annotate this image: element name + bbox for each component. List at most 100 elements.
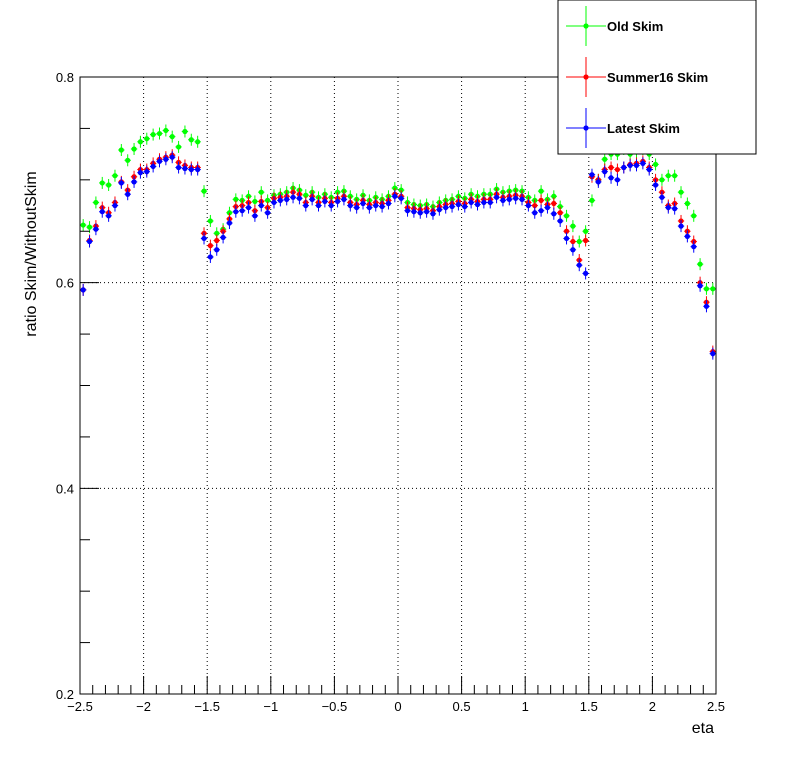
data-point — [93, 226, 99, 232]
data-point — [449, 203, 455, 210]
data-point — [112, 202, 118, 209]
data-point — [525, 202, 531, 209]
data-point — [322, 198, 328, 205]
data-point — [583, 270, 589, 277]
data-point — [233, 209, 239, 215]
data-point — [106, 182, 112, 188]
data-point — [481, 199, 487, 206]
data-point — [678, 189, 684, 195]
data-point — [118, 147, 124, 153]
legend-marker-dot — [583, 23, 589, 29]
legend-label: Old Skim — [607, 19, 663, 34]
data-point — [710, 351, 716, 357]
x-tick-label: 0.5 — [453, 699, 471, 714]
data-point — [519, 196, 525, 202]
data-point — [245, 193, 252, 199]
data-point — [80, 287, 86, 293]
grid-layer — [80, 77, 716, 694]
data-point — [551, 193, 557, 199]
legend-marker-dot — [583, 125, 589, 131]
data-point — [576, 262, 582, 268]
data-point — [144, 136, 150, 142]
data-point — [703, 303, 710, 309]
data-point — [544, 204, 551, 211]
data-point — [474, 201, 481, 208]
data-point — [659, 177, 665, 183]
y-tick-label: 0.4 — [56, 481, 74, 496]
data-point — [252, 198, 258, 205]
data-point — [341, 196, 347, 202]
data-point — [551, 200, 557, 207]
data-point — [239, 208, 245, 214]
data-point — [404, 208, 411, 214]
axis-layer: −2.5 −2 −1.5 −1 −0.5 0 0.5 1 1.5 2 2.5 0.2 0.4 0.6 0.8 — [56, 70, 725, 714]
data-point — [703, 286, 710, 292]
data-point — [347, 193, 353, 199]
data-point — [284, 196, 290, 202]
data-point — [633, 162, 640, 169]
data-point — [455, 201, 462, 208]
data-point — [583, 228, 589, 234]
data-point — [385, 200, 392, 207]
data-point — [589, 172, 595, 178]
y-axis-title: ratio Skim/WithoutSkim — [23, 171, 40, 336]
data-point — [265, 197, 271, 203]
data-point — [86, 238, 93, 245]
x-tick-label: 2.5 — [707, 699, 725, 714]
data-point — [608, 175, 614, 181]
data-point — [303, 202, 309, 209]
data-point — [595, 179, 601, 185]
data-point — [589, 197, 595, 203]
data-point — [551, 211, 557, 217]
legend-label: Latest Skim — [607, 121, 680, 136]
y-tick-label: 0.6 — [56, 276, 74, 291]
legend-marker-dot — [583, 74, 589, 80]
data-point — [125, 191, 131, 197]
data-point — [347, 202, 353, 209]
data-point — [493, 194, 500, 200]
data-point — [373, 202, 379, 209]
data-point — [131, 179, 137, 185]
x-tick-label: 2 — [649, 699, 656, 714]
data-point — [334, 198, 341, 205]
data-point — [182, 128, 188, 135]
data-point — [169, 154, 175, 160]
data-point — [665, 173, 671, 179]
data-point — [392, 193, 398, 199]
data-point — [691, 213, 697, 219]
data-point — [354, 204, 360, 211]
data-point — [563, 228, 570, 234]
data-point — [710, 286, 716, 292]
data-point — [290, 194, 296, 200]
data-point — [265, 210, 271, 216]
x-tick-label: 1 — [522, 699, 529, 714]
data-point — [583, 237, 589, 244]
data-point — [226, 220, 233, 226]
data-point — [144, 169, 150, 175]
data-point — [106, 213, 112, 219]
data-point — [640, 160, 646, 166]
series-latest-skim — [80, 151, 716, 360]
data-point — [150, 131, 156, 138]
data-point — [156, 158, 163, 164]
data-point — [538, 188, 544, 194]
data-point — [303, 192, 309, 198]
x-tick-label: 1.5 — [580, 699, 598, 714]
data-point — [532, 210, 538, 216]
data-point — [672, 173, 678, 179]
data-point — [150, 163, 156, 170]
data-point — [570, 238, 576, 245]
data-point — [665, 204, 671, 211]
x-tick-label: 0 — [394, 699, 401, 714]
data-point — [207, 243, 213, 249]
data-point — [538, 197, 544, 203]
data-point — [557, 218, 563, 224]
data-point — [169, 134, 175, 140]
data-point — [621, 164, 627, 171]
data-point — [684, 200, 690, 207]
data-point — [500, 197, 506, 203]
data-point — [614, 177, 621, 183]
data-point — [315, 202, 322, 209]
data-point — [646, 166, 652, 173]
